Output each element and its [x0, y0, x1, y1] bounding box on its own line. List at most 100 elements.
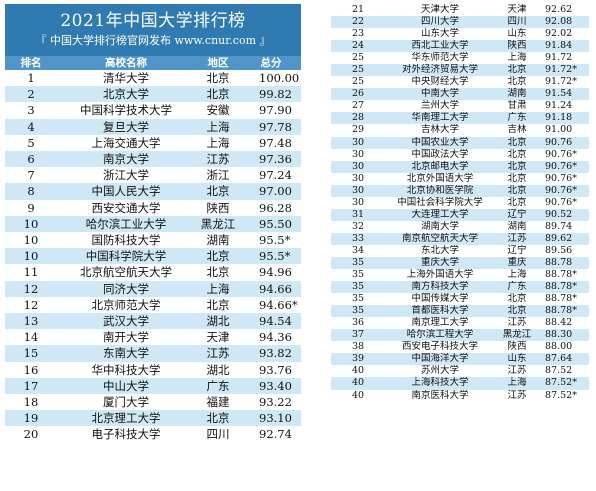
region-cell: 上海: [495, 269, 539, 282]
region-cell: 北京: [195, 264, 241, 281]
university-name-cell: 厦门大学: [57, 394, 195, 411]
table-row: 11 北京航空航天大学 北京 94.96: [5, 264, 301, 281]
region-cell: 湖北: [195, 361, 241, 378]
table-row: 10 国防科技大学 湖南 95.5*: [5, 232, 301, 249]
score-cell: 99.82: [241, 86, 301, 103]
university-name-cell: 电子科技大学: [57, 426, 195, 443]
score-cell: 87.52*: [539, 389, 589, 402]
region-cell: 广东: [495, 112, 539, 125]
score-cell: 90.76: [539, 136, 589, 149]
rank-cell: 30: [331, 172, 385, 185]
region-cell: 江苏: [195, 345, 241, 362]
region-cell: 浙江: [195, 167, 241, 184]
score-cell: 88.42: [539, 317, 589, 330]
score-cell: 87.52: [539, 365, 589, 378]
table-row: 10 中国科学院大学 北京 95.5*: [5, 248, 301, 265]
table-row: 9 西安交通大学 陕西 96.28: [5, 199, 301, 216]
score-cell: 88.78: [539, 256, 589, 270]
region-cell: 福建: [195, 394, 241, 411]
column-header-name: 高校名称: [57, 56, 195, 70]
table-row: 25 华东师范大学 上海 91.72: [331, 52, 589, 65]
table-row: 37 哈尔滨工程大学 黑龙江 88.30: [331, 329, 589, 342]
rank-cell: 10: [5, 248, 57, 265]
table-row: 39 中国海洋大学 山东 87.64: [331, 353, 589, 366]
table-row: 30 中国农业大学 北京 90.76: [331, 136, 589, 149]
university-name-cell: 中国政法大学: [385, 148, 495, 161]
score-cell: 97.48: [241, 134, 301, 152]
region-cell: 甘肃: [495, 100, 539, 113]
university-name-cell: 北京航空航天大学: [57, 264, 195, 281]
rank-cell: 30: [331, 136, 385, 149]
rank-cell: 40: [331, 389, 385, 402]
rank-cell: 35: [331, 281, 385, 294]
region-cell: 北京: [195, 86, 241, 103]
table-row: 30 中国政法大学 北京 90.76*: [331, 148, 589, 161]
score-cell: 97.90: [241, 102, 301, 119]
rank-cell: 15: [5, 345, 57, 362]
table-body-right: 21 天津大学 天津 92.62 22 四川大学 四川 92.08 23 山东大学 山东 92.02 2…: [331, 4, 589, 402]
score-cell: 93.40: [241, 377, 301, 395]
table-row: 3 中国科学技术大学 安徽 97.90: [5, 102, 301, 119]
university-name-cell: 吉林大学: [385, 124, 495, 137]
rank-cell: 35: [331, 305, 385, 318]
score-cell: 88.78*: [539, 281, 589, 294]
university-name-cell: 东北大学: [385, 244, 495, 257]
score-cell: 89.74: [539, 220, 589, 233]
university-name-cell: 北京邮电大学: [385, 160, 495, 173]
score-cell: 90.76*: [539, 196, 589, 209]
rank-cell: 11: [5, 264, 57, 281]
university-name-cell: 南京航空航天大学: [385, 232, 495, 245]
university-name-cell: 北京师范大学: [57, 296, 195, 314]
table-row: 7 浙江大学 浙江 97.24: [5, 167, 301, 184]
table-row: 34 东北大学 辽宁 89.56: [331, 244, 589, 257]
rank-cell: 10: [5, 232, 57, 249]
rank-cell: 1: [5, 70, 57, 87]
score-cell: 97.36: [241, 151, 301, 168]
score-cell: 97.24: [241, 167, 301, 184]
table-row: 8 中国人民大学 北京 97.00: [5, 183, 301, 200]
table-row: 35 南方科技大学 广东 88.78*: [331, 281, 589, 294]
region-cell: 四川: [195, 426, 241, 443]
score-cell: 94.36: [241, 329, 301, 346]
university-name-cell: 中山大学: [57, 377, 195, 395]
university-name-cell: 西安交通大学: [57, 199, 195, 216]
score-cell: 91.00: [539, 124, 589, 137]
university-name-cell: 哈尔滨工业大学: [57, 215, 195, 233]
table-body-left: 1 清华大学 北京 100.00 2 北京大学 北京 99.82 3 中国科学技术大学 安徽 97.9…: [5, 70, 301, 443]
table-row: 33 南京航空航天大学 江苏 89.62: [331, 232, 589, 245]
table-row: 36 南京理工大学 江苏 88.42: [331, 317, 589, 330]
university-name-cell: 中国社会科学院大学: [385, 196, 495, 209]
table-row: 17 中山大学 广东 93.40: [5, 377, 301, 395]
rank-cell: 31: [331, 208, 385, 221]
region-cell: 北京: [195, 70, 241, 87]
university-name-cell: 首都医科大学: [385, 305, 495, 318]
rank-cell: 25: [331, 52, 385, 65]
score-cell: 90.52: [539, 208, 589, 221]
ranking-table-left: 排名 高校名称 地区 总分 1 清华大学 北京 100.00 2 北京大学 北京 99.82 3…: [5, 56, 301, 443]
score-cell: 94.66: [241, 280, 301, 297]
region-cell: 江苏: [495, 365, 539, 378]
table-row: 30 北京协和医学院 北京 90.76*: [331, 184, 589, 197]
rank-cell: 22: [331, 16, 385, 29]
score-cell: 91.84: [539, 40, 589, 53]
region-cell: 陕西: [495, 341, 539, 354]
score-cell: 96.28: [241, 199, 301, 216]
score-cell: 90.76*: [539, 148, 589, 161]
right-panel: 21 天津大学 天津 92.62 22 四川大学 四川 92.08 23 山东大学 山东 92.02 2…: [331, 4, 589, 402]
rank-cell: 35: [331, 256, 385, 270]
table-row: 20 电子科技大学 四川 92.74: [5, 426, 301, 443]
rank-cell: 12: [5, 280, 57, 297]
score-cell: 89.56: [539, 244, 589, 257]
table-row: 12 同济大学 上海 94.66: [5, 280, 301, 297]
rank-cell: 2: [5, 86, 57, 103]
university-name-cell: 北京理工大学: [57, 410, 195, 427]
university-name-cell: 南京大学: [57, 151, 195, 168]
university-name-cell: 中央财经大学: [385, 76, 495, 89]
table-row: 25 对外经济贸易大学 北京 91.72*: [331, 64, 589, 77]
rank-cell: 9: [5, 199, 57, 216]
rank-cell: 5: [5, 134, 57, 152]
table-row: 15 东南大学 江苏 93.82: [5, 345, 301, 362]
region-cell: 北京: [195, 248, 241, 265]
table-row: 30 中国社会科学院大学 北京 90.76*: [331, 196, 589, 209]
